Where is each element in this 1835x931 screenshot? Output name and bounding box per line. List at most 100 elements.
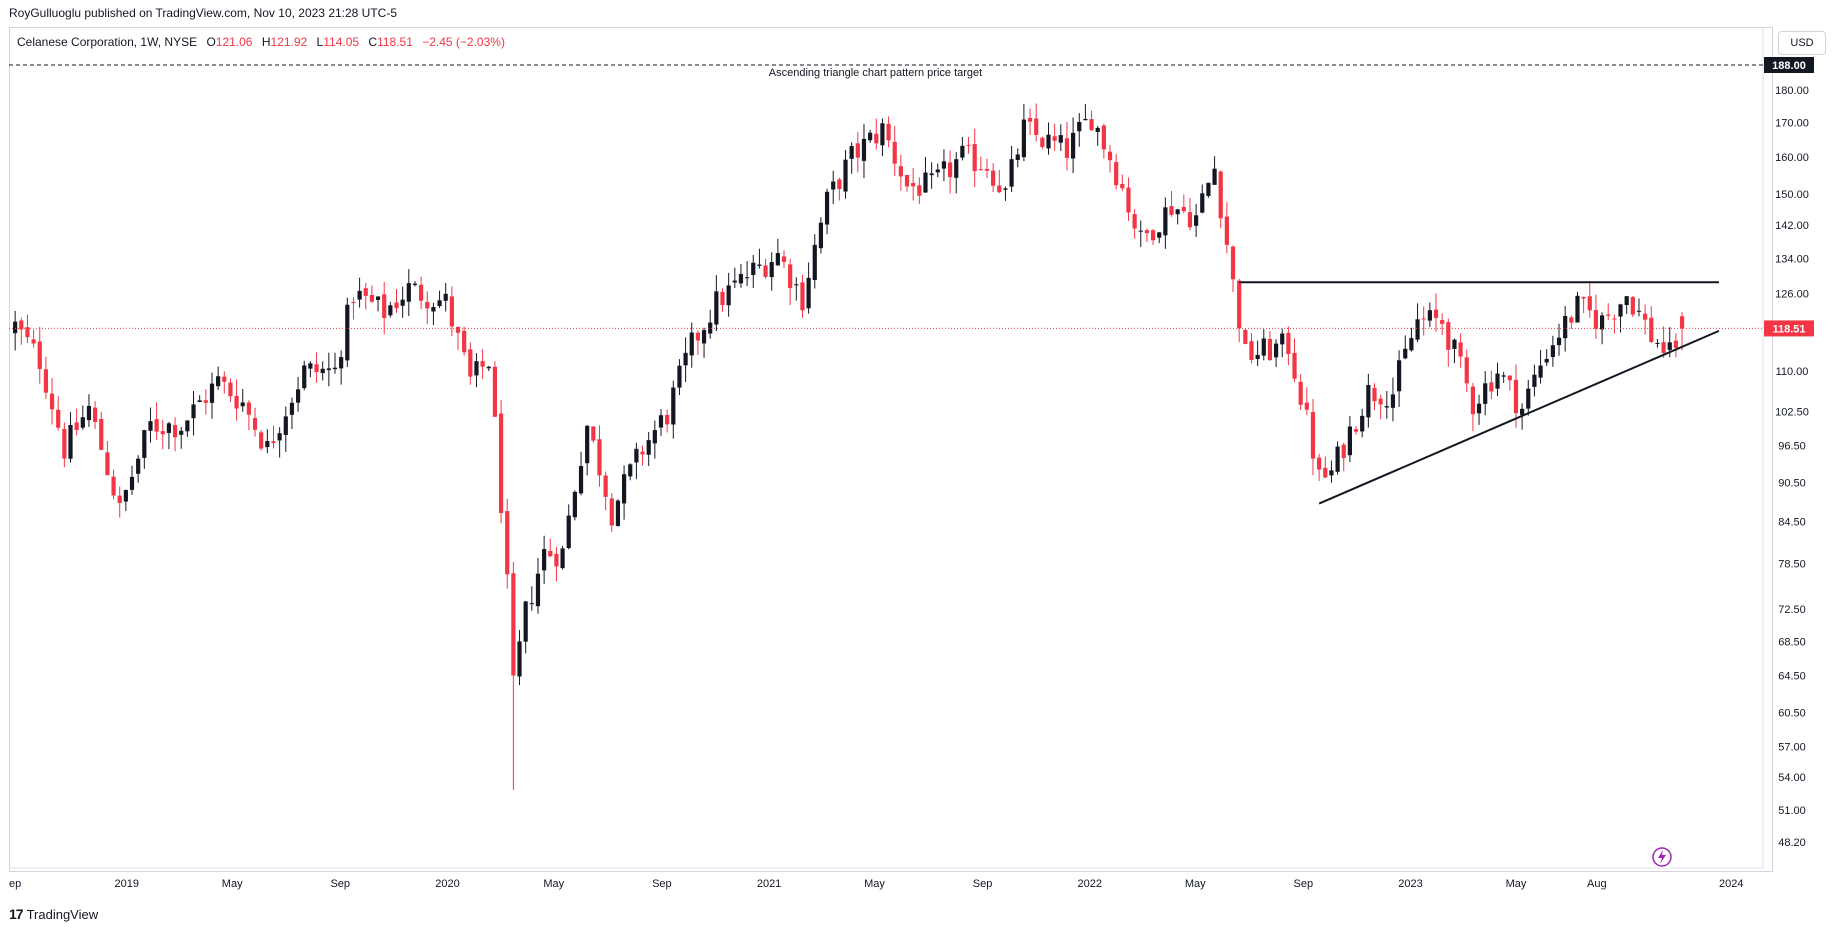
y-tick-label: 142.00 [1775,220,1809,232]
candle-body [1372,387,1377,402]
candle-body [172,425,178,438]
candle-body [111,476,116,496]
low-value: 114.05 [323,35,360,49]
candle-body [1107,151,1113,161]
candle-body [511,573,516,676]
x-tick-label: Sep [652,878,672,890]
candle-body [1489,382,1494,392]
candle-body [166,423,172,433]
candle-body [314,364,319,373]
candle-body [634,448,639,463]
high-key: H [261,35,271,49]
candle-body [1310,412,1316,459]
candle-body [320,368,325,374]
candle-body [1304,402,1309,410]
candle-body [93,407,98,422]
candle-body [265,441,270,448]
price-target-text: Ascending triangle chart pattern price t… [769,67,982,79]
x-tick-label: Sep [1294,878,1314,890]
candle-body [1249,341,1254,360]
y-tick-label: 48.20 [1778,837,1806,849]
candle-body [984,168,990,171]
candle-body [1544,358,1549,363]
candle-body [1366,385,1371,418]
candle-body [80,417,85,428]
currency-button[interactable]: USD [1778,31,1826,55]
candle-body [1513,379,1519,414]
x-tick-label: Aug [1587,878,1607,890]
y-tick-label: 54.00 [1778,772,1806,784]
last-price-label: 118.51 [1772,323,1805,335]
candle-body [25,327,30,338]
candle-body [1550,345,1555,357]
candle-body [911,183,916,187]
candle-body [775,253,780,266]
published-line: RoyGulluoglu published on TradingView.co… [9,6,398,20]
candle-body [1353,429,1359,432]
candle-body [837,179,842,190]
candle-body [615,500,621,526]
candle-body [37,341,42,370]
candle-body [1433,309,1439,318]
change-value: −2.45 (−2.03%) [422,35,505,49]
candle-body [154,419,159,432]
y-tick-label: 90.50 [1778,477,1806,489]
candle-body [1046,134,1051,149]
candle-body [419,284,424,301]
candle-body [1292,352,1297,379]
x-tick-label: 2019 [115,878,139,890]
candle-body [991,170,996,186]
candle-body [1630,297,1635,315]
candle-body [1649,317,1654,342]
y-tick-label: 68.50 [1778,636,1806,648]
candle-body [191,404,196,419]
candle-body [1157,232,1162,238]
candle-body [222,376,227,382]
candle-body [849,146,854,159]
candle-body [1224,216,1229,245]
candle-body [1040,137,1045,147]
candle-body [720,291,725,306]
x-tick-label: May [543,878,564,890]
candle-body [1163,207,1168,236]
candle-body [1606,314,1611,316]
candle-body [1495,373,1500,389]
candle-body [1095,127,1100,133]
candle-body [369,295,375,302]
candle-body [560,548,565,569]
candle-body [1532,374,1537,387]
candle-body [572,491,577,518]
symbol-legend: Celanese Corporation, 1W, NYSE O121.06 H… [17,35,505,49]
lightning-icon [1652,847,1672,867]
last-price-tag [1764,320,1814,337]
candle-body [1181,206,1186,212]
candle-body [677,365,682,388]
candle-body [1058,135,1063,143]
candle-body [646,440,651,455]
candle-body [351,301,356,303]
candle-body [1150,230,1156,241]
candles-group [13,103,1685,790]
candle-body [468,349,473,377]
candle-body [800,282,805,311]
close-key: C [368,35,378,49]
candle-body [935,169,940,173]
tradingview-logo-icon: 17 [9,906,24,922]
candle-body [216,376,221,387]
candle-body [1132,214,1137,229]
candle-body [86,405,92,421]
y-tick-label: 96.50 [1778,441,1806,453]
tradingview-footer[interactable]: 17 TradingView [9,906,98,922]
candle-body [1280,333,1285,345]
candle-body [1538,365,1543,378]
candle-body [1483,383,1488,404]
candle-body [738,274,744,284]
candle-body [136,458,141,474]
candle-body [1015,154,1020,160]
symbol-name: Celanese Corporation, 1W, NYSE [17,35,198,49]
candle-body [665,414,670,425]
y-tick-label: 60.50 [1778,707,1806,719]
open-value: 121.06 [215,35,253,49]
candle-body [185,420,190,432]
